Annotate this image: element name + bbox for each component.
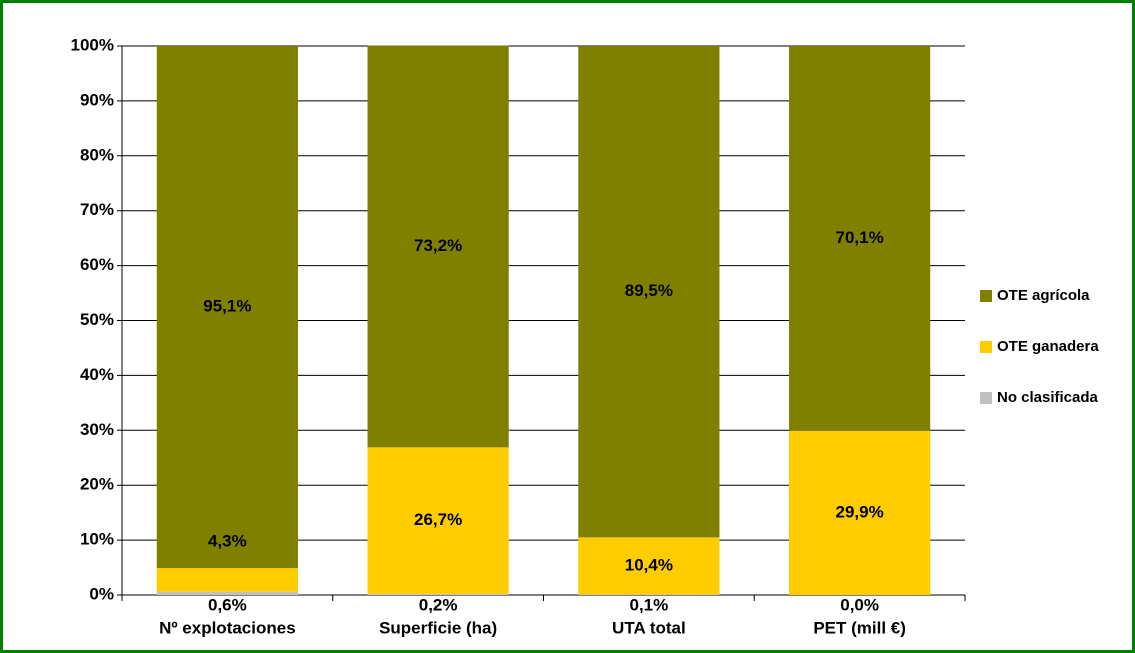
value-label: 0,6% xyxy=(208,595,247,614)
value-label: 95,1% xyxy=(203,297,251,316)
legend-swatch xyxy=(980,341,992,353)
bar-segment xyxy=(156,591,298,595)
bar-segment xyxy=(789,46,931,431)
bar-segment xyxy=(578,594,720,595)
bar-segment xyxy=(789,430,931,595)
x-tick-label: Superficie (ha) xyxy=(379,618,497,637)
y-tick-label: 20% xyxy=(80,475,114,494)
bar-segment xyxy=(367,593,509,595)
value-label: 89,5% xyxy=(625,281,673,300)
value-label: 73,2% xyxy=(414,236,462,255)
x-tick-label: PET (mill €) xyxy=(813,618,906,637)
value-label: 0,0% xyxy=(840,595,879,614)
y-tick-label: 100% xyxy=(71,35,114,54)
legend-label: No clasificada xyxy=(997,389,1099,406)
bar-segment xyxy=(156,46,298,569)
value-label: 0,1% xyxy=(630,595,669,614)
legend-swatch xyxy=(980,290,992,302)
bar-segment xyxy=(578,46,720,538)
legend-swatch xyxy=(980,392,992,404)
value-label: 0,2% xyxy=(419,595,458,614)
y-tick-label: 30% xyxy=(80,420,114,439)
legend-label: OTE ganadera xyxy=(997,338,1099,355)
bar-segment xyxy=(578,537,720,595)
value-label: 29,9% xyxy=(836,502,884,521)
y-tick-label: 10% xyxy=(80,530,114,549)
y-tick-label: 80% xyxy=(80,145,114,164)
bar-segment xyxy=(156,568,298,592)
y-tick-label: 50% xyxy=(80,310,114,329)
x-tick-label: UTA total xyxy=(612,618,686,637)
value-label: 4,3% xyxy=(208,532,247,551)
bar-segment xyxy=(367,447,509,594)
bar-segment xyxy=(367,45,509,448)
value-label: 26,7% xyxy=(414,510,462,529)
legend-label: OTE agrícola xyxy=(997,287,1090,304)
y-tick-label: 90% xyxy=(80,90,114,109)
value-label: 70,1% xyxy=(836,228,884,247)
y-tick-label: 70% xyxy=(80,200,114,219)
y-tick-label: 40% xyxy=(80,365,114,384)
y-tick-label: 60% xyxy=(80,255,114,274)
x-tick-label: Nº explotaciones xyxy=(159,618,296,637)
value-label: 10,4% xyxy=(625,555,673,574)
y-tick-label: 0% xyxy=(89,584,114,603)
